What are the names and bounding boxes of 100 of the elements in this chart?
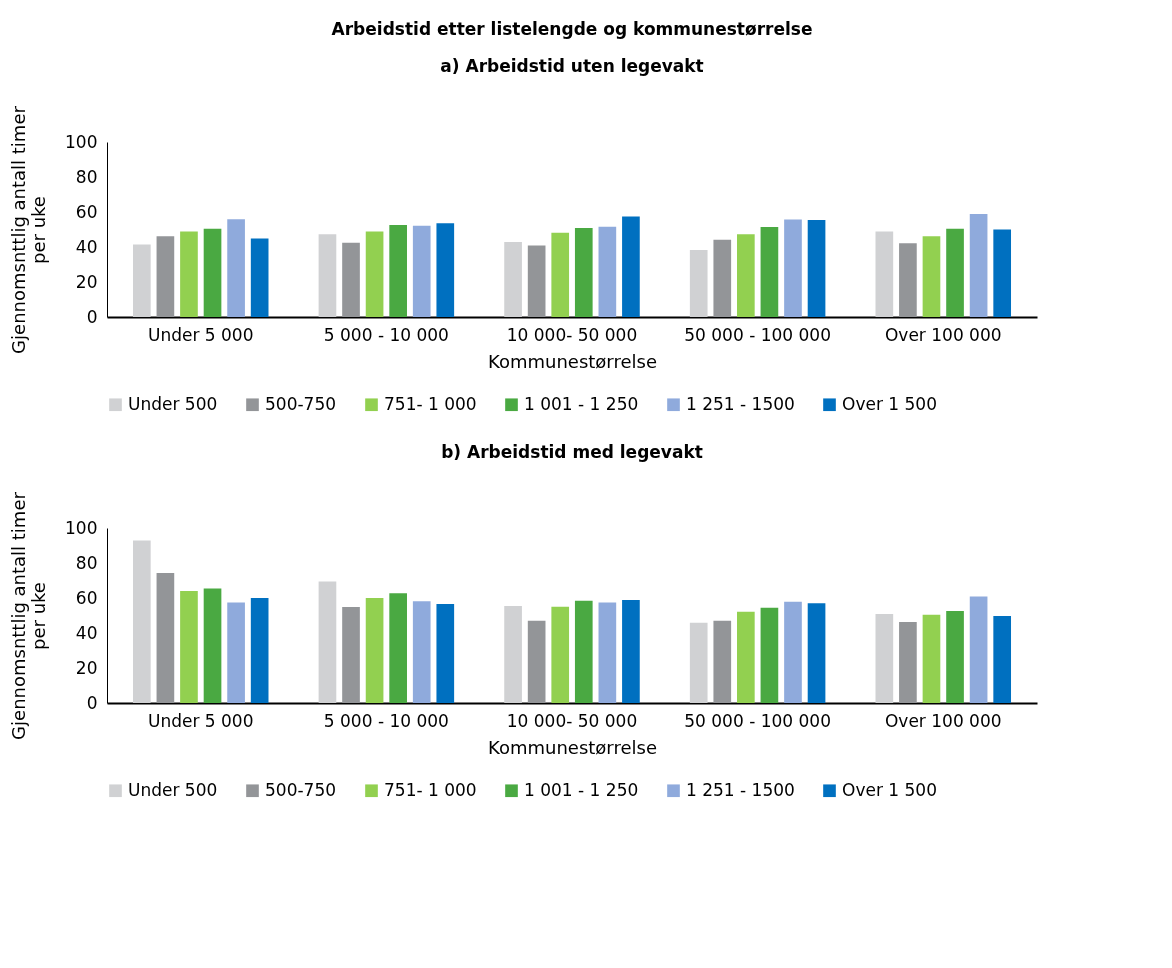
bar [203, 588, 222, 703]
legend-label: 1 251 - 1500 [686, 393, 795, 414]
bar [993, 229, 1012, 317]
legend-label: 500-750 [265, 393, 337, 414]
bar [342, 607, 360, 703]
y-tick-label: 60 [75, 201, 98, 222]
y-tick-label: 20 [75, 271, 98, 292]
bar [574, 600, 593, 703]
bar [365, 598, 384, 703]
x-tick-label: 10 000- 50 000 [506, 710, 638, 731]
bar [993, 616, 1012, 703]
x-axis-title: Kommunestørrelse [488, 350, 657, 372]
legend-label: Over 1 500 [842, 779, 937, 800]
y-tick-label: 0 [86, 306, 98, 327]
y-tick-label: 0 [86, 692, 98, 713]
legend-label: 500-750 [265, 779, 337, 800]
chart-subtitle: a) Arbeidstid uten legevakt [440, 55, 704, 76]
bar [969, 596, 988, 703]
legend-label: 751- 1 000 [384, 393, 477, 414]
x-tick-label: 5 000 - 10 000 [323, 710, 449, 731]
bar [318, 581, 337, 703]
bar [156, 236, 175, 317]
bar [412, 225, 431, 317]
bar [622, 600, 640, 703]
bar [132, 244, 151, 317]
bar [875, 614, 894, 703]
bar [713, 239, 732, 317]
bar [760, 607, 779, 703]
bar [689, 622, 708, 703]
bar [389, 593, 407, 703]
y-tick-label: 60 [75, 587, 98, 608]
bar [807, 603, 826, 703]
y-tick-label: 100 [65, 131, 98, 152]
bar [946, 228, 964, 317]
bar [365, 231, 384, 317]
bar [227, 602, 245, 703]
bar [389, 224, 407, 317]
x-axis-title: Kommunestørrelse [488, 736, 657, 758]
legend-label: 1 001 - 1 250 [524, 779, 639, 800]
bar [342, 242, 360, 317]
bar [250, 238, 269, 317]
bar [527, 620, 546, 703]
legend-label: Under 500 [128, 779, 218, 800]
bar [784, 219, 802, 317]
y-tick-label: 80 [75, 166, 98, 187]
legend-label: 1 001 - 1 250 [524, 393, 639, 414]
bar [318, 234, 337, 317]
bar [760, 226, 779, 317]
bar [504, 241, 522, 317]
y-tick-label: 40 [75, 622, 98, 643]
legend-label: Over 1 500 [842, 393, 937, 414]
bar [504, 605, 522, 703]
bar [250, 598, 269, 703]
legend-label: 751- 1 000 [384, 779, 477, 800]
y-tick-label: 100 [65, 517, 98, 538]
bar [598, 602, 617, 703]
bar [969, 213, 988, 317]
bar [784, 601, 802, 703]
x-tick-label: Under 5 000 [147, 710, 254, 731]
bar [875, 231, 894, 317]
bar [436, 603, 455, 703]
x-tick-label: Over 100 000 [884, 710, 1002, 731]
bar [132, 540, 151, 703]
bar [436, 223, 455, 317]
x-tick-label: 10 000- 50 000 [506, 324, 638, 345]
chart-title: Arbeidstid etter listelengde og kommunestørrelse [331, 18, 813, 39]
y-axis-title: Gjennomsnttlig antall timer per uke [8, 491, 50, 740]
x-tick-label: Under 5 000 [147, 324, 254, 345]
bar [598, 226, 617, 317]
bar [156, 572, 175, 703]
y-tick-label: 80 [75, 552, 98, 573]
bar [807, 219, 826, 317]
legend-label: Under 500 [128, 393, 218, 414]
bar [527, 245, 546, 317]
y-tick-label: 20 [75, 657, 98, 678]
bar [551, 232, 570, 317]
bar [922, 236, 941, 317]
bar [227, 219, 245, 317]
x-tick-label: 5 000 - 10 000 [323, 324, 449, 345]
bar [180, 231, 198, 317]
bar [180, 591, 198, 703]
x-tick-label: 50 000 - 100 000 [684, 710, 831, 731]
bar [574, 227, 593, 317]
bar [899, 243, 917, 317]
y-tick-label: 40 [75, 236, 98, 257]
bar [622, 216, 640, 317]
x-tick-label: Over 100 000 [884, 324, 1002, 345]
y-axis-title: Gjennomsnttlig antall timer per uke [8, 105, 50, 354]
bar [689, 249, 708, 317]
bar [713, 620, 732, 703]
bar [899, 621, 917, 703]
bar [946, 610, 964, 703]
x-tick-label: 50 000 - 100 000 [684, 324, 831, 345]
bar [412, 601, 431, 703]
bar [203, 228, 222, 317]
legend-label: 1 251 - 1500 [686, 779, 795, 800]
bar [737, 234, 755, 317]
chart-title: b) Arbeidstid med legevakt [441, 441, 703, 462]
bar [551, 606, 570, 703]
bar [737, 611, 755, 703]
